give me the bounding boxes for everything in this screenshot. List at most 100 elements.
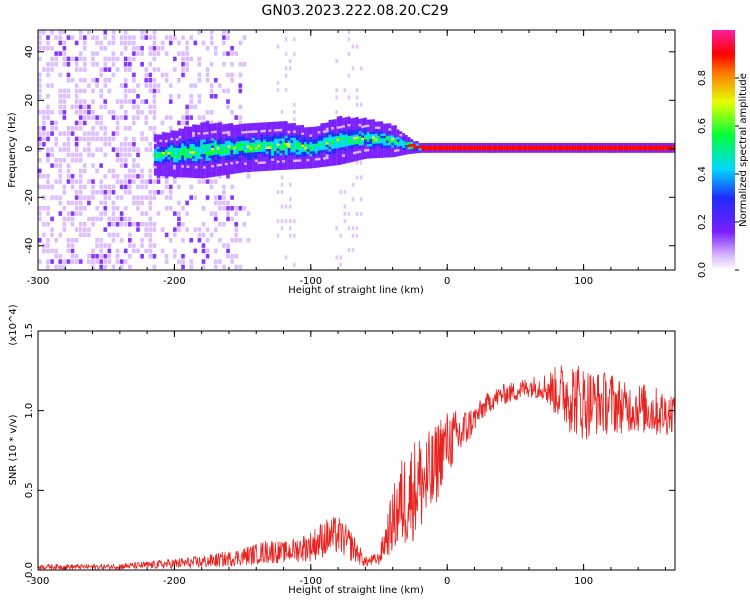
heatmap-cell — [83, 136, 87, 142]
heatmap-cell — [62, 115, 67, 120]
heatmap-cell — [203, 168, 206, 172]
heatmap-cell — [279, 143, 283, 146]
heatmap-cell — [290, 128, 294, 131]
heatmap-cell — [54, 254, 58, 259]
heatmap-cell — [424, 147, 427, 151]
heatmap-cell — [119, 99, 124, 104]
heatmap-cell — [42, 46, 46, 51]
heatmap-cell — [95, 35, 99, 40]
heatmap-cell — [404, 144, 408, 148]
heatmap-cell — [224, 136, 228, 139]
heatmap-cell — [243, 164, 247, 168]
heatmap-cell — [99, 115, 103, 120]
heatmap-cell — [644, 142, 648, 146]
heatmap-cell — [399, 141, 403, 144]
heatmap-cell — [298, 163, 302, 167]
heatmap-cell — [216, 154, 220, 157]
heatmap-cell — [233, 149, 236, 152]
heatmap-cell — [413, 148, 416, 152]
heatmap-x-tick-label: -200 — [163, 276, 186, 287]
heatmap-cell — [153, 134, 157, 137]
heatmap-cell — [162, 144, 165, 148]
heatmap-cell — [309, 144, 313, 147]
heatmap-cell — [46, 72, 50, 78]
heatmap-cell — [353, 122, 356, 126]
heatmap-cell — [279, 160, 283, 163]
heatmap-cell — [481, 150, 485, 153]
heatmap-cell — [342, 129, 345, 133]
heatmap-cell — [364, 122, 367, 126]
heatmap-cell — [284, 255, 288, 260]
heatmap-cell — [83, 222, 87, 227]
heatmap-cell — [355, 158, 359, 161]
heatmap-cell — [306, 132, 310, 135]
heatmap-cell — [119, 35, 124, 40]
heatmap-cell — [252, 154, 255, 158]
heatmap-cell — [312, 136, 315, 140]
heatmap-cell — [192, 151, 195, 154]
heatmap-cell — [128, 168, 132, 174]
heatmap-cell — [222, 110, 226, 115]
heatmap-cell — [484, 142, 487, 146]
heatmap-cell — [95, 216, 99, 222]
heatmap-cell — [186, 160, 190, 164]
heatmap-cell — [344, 138, 348, 142]
heatmap-cell — [364, 141, 367, 145]
heatmap-cell — [123, 35, 128, 40]
heatmap-cell — [99, 104, 103, 110]
heatmap-cell — [516, 145, 520, 148]
heatmap-cell — [252, 149, 255, 153]
heatmap-cell — [189, 153, 193, 156]
heatmap-cell — [164, 144, 168, 148]
heatmap-cell — [246, 157, 250, 160]
heatmap-cell — [530, 142, 534, 146]
heatmap-cell — [314, 157, 318, 161]
heatmap-cell — [46, 67, 50, 72]
heatmap-cell — [254, 166, 258, 170]
heatmap-cell — [320, 135, 324, 139]
heatmap-cell — [74, 238, 79, 243]
heatmap-cell — [234, 254, 239, 259]
heatmap-cell — [628, 147, 632, 151]
heatmap-cell — [99, 238, 103, 243]
heatmap-cell — [132, 115, 136, 120]
heatmap-cell — [152, 83, 157, 88]
heatmap-cell — [201, 115, 206, 120]
heatmap-cell — [87, 110, 91, 115]
heatmap-cell — [249, 152, 253, 155]
heatmap-cell — [593, 147, 596, 151]
heatmap-cell — [279, 121, 283, 124]
heatmap-cell — [70, 179, 75, 184]
heatmap-cell — [388, 140, 392, 143]
heatmap-cell — [443, 142, 446, 146]
heatmap-cell — [306, 129, 310, 133]
heatmap-cell — [192, 160, 195, 164]
heatmap-cell — [83, 238, 87, 243]
heatmap-cell — [301, 151, 305, 155]
heatmap-cell — [200, 175, 204, 179]
heatmap-cell — [342, 127, 345, 131]
heatmap-cell — [99, 200, 103, 206]
heatmap-cell — [128, 254, 132, 259]
heatmap-cell — [342, 149, 345, 152]
heatmap-cell — [233, 166, 236, 169]
heatmap-cell — [95, 147, 99, 152]
heatmap-cell — [295, 154, 299, 158]
heatmap-cell — [83, 99, 87, 104]
heatmap-cell — [186, 167, 190, 171]
heatmap-cell — [336, 118, 340, 122]
heatmap-cell — [58, 94, 63, 99]
heatmap-cell — [200, 134, 204, 138]
heatmap-cell — [230, 195, 234, 200]
heatmap-cell — [257, 137, 261, 140]
heatmap-cell — [162, 161, 165, 165]
heatmap-cell — [128, 238, 132, 243]
heatmap-cell — [497, 150, 501, 153]
heatmap-cell — [666, 147, 670, 151]
heatmap-cell — [132, 104, 136, 110]
heatmap-cell — [218, 238, 222, 243]
heatmap-cell — [309, 141, 313, 145]
heatmap-cell — [233, 154, 236, 157]
heatmap-cell — [219, 173, 223, 176]
heatmap-cell — [170, 144, 174, 148]
